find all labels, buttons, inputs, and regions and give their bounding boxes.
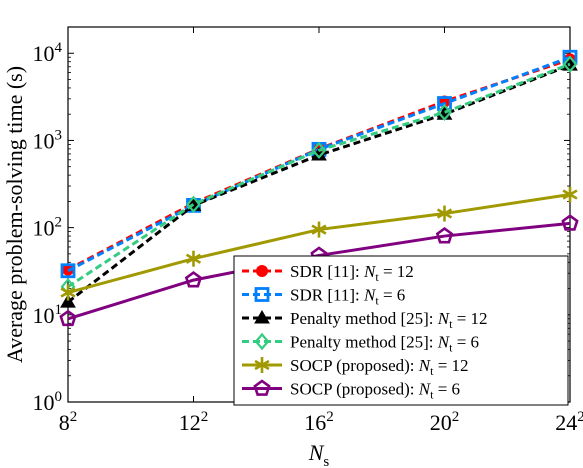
x-tick-label: 202 (430, 409, 460, 435)
star-stroke (562, 189, 578, 200)
y-axis-label-group: Average problem-solving time (s) (2, 66, 27, 363)
legend-box (233, 255, 569, 406)
series-2-point (60, 263, 76, 279)
legend-label: Penalty method [25]: Nt = 6 (290, 333, 479, 355)
series-4 (60, 55, 578, 296)
y-tick-label: 101 (33, 302, 63, 328)
series-4-point (311, 141, 327, 160)
x-tick-label: 162 (304, 409, 334, 435)
legend-swatch-marker (253, 379, 271, 396)
series-6-line (67, 221, 571, 321)
series-4-point (186, 195, 201, 214)
y-axis-label: Average problem-solving time (s) (2, 66, 27, 363)
legend-swatch-marker (254, 310, 270, 324)
legend-label: SDR [11]: Nt = 6 (290, 286, 405, 308)
series-6-point (561, 214, 579, 231)
y-tick-label: 103 (33, 127, 63, 153)
legend-swatch-marker (254, 332, 270, 351)
series-5 (60, 186, 578, 301)
series-5-point (185, 250, 202, 267)
x-axis-label-group: Ns (308, 440, 330, 468)
series-4-point (562, 55, 578, 73)
series-4-line (67, 62, 571, 288)
series-6-point (435, 226, 454, 244)
legend-label: SDR [11]: Nt = 12 (290, 262, 414, 284)
legend-label: SOCP (proposed): Nt = 6 (290, 380, 460, 402)
y-tick-label: 100 (33, 389, 63, 415)
series-6-point (184, 271, 203, 288)
legend-label: Penalty method [25]: Nt = 12 (290, 309, 488, 331)
series-layer (59, 49, 579, 327)
legend-entry: SDR [11]: Nt = 12 (242, 262, 414, 284)
series-5-point (311, 221, 327, 238)
series-6-point (59, 309, 77, 327)
legend-entry: SOCP (proposed): Nt = 12 (242, 356, 469, 378)
star-stroke (436, 208, 453, 219)
star-stroke (185, 253, 202, 264)
series-4-point (437, 103, 452, 122)
x-tick-label: 82 (59, 409, 78, 435)
y-tick-label: 104 (33, 40, 63, 66)
star-stroke (254, 359, 270, 371)
legend-swatch-marker (254, 287, 270, 302)
legend-entry: SOCP (proposed): Nt = 6 (242, 379, 460, 402)
star-stroke (311, 224, 327, 235)
series-5-point (562, 186, 578, 203)
legend-entry: Penalty method [25]: Nt = 12 (242, 309, 488, 331)
tick-labels: 82 122 162 202 242 100 101 102 103 104 (33, 40, 583, 435)
x-tick-label: 242 (555, 409, 583, 435)
series-3-line (67, 63, 571, 304)
series-5-point (436, 205, 453, 222)
star-stroke (60, 287, 76, 298)
legend-label: SOCP (proposed): Nt = 12 (290, 356, 469, 378)
y-tick-label: 102 (33, 215, 63, 241)
legend-swatch-marker (254, 357, 270, 373)
series-3-point (60, 294, 76, 308)
x-tick-label: 122 (179, 409, 209, 435)
x-axis-label: Ns (308, 440, 330, 468)
legend-entry: SDR [11]: Nt = 6 (242, 286, 405, 308)
series-5-point (60, 284, 76, 301)
legend-swatch-marker (256, 265, 268, 277)
legend-entry: Penalty method [25]: Nt = 6 (242, 333, 479, 355)
